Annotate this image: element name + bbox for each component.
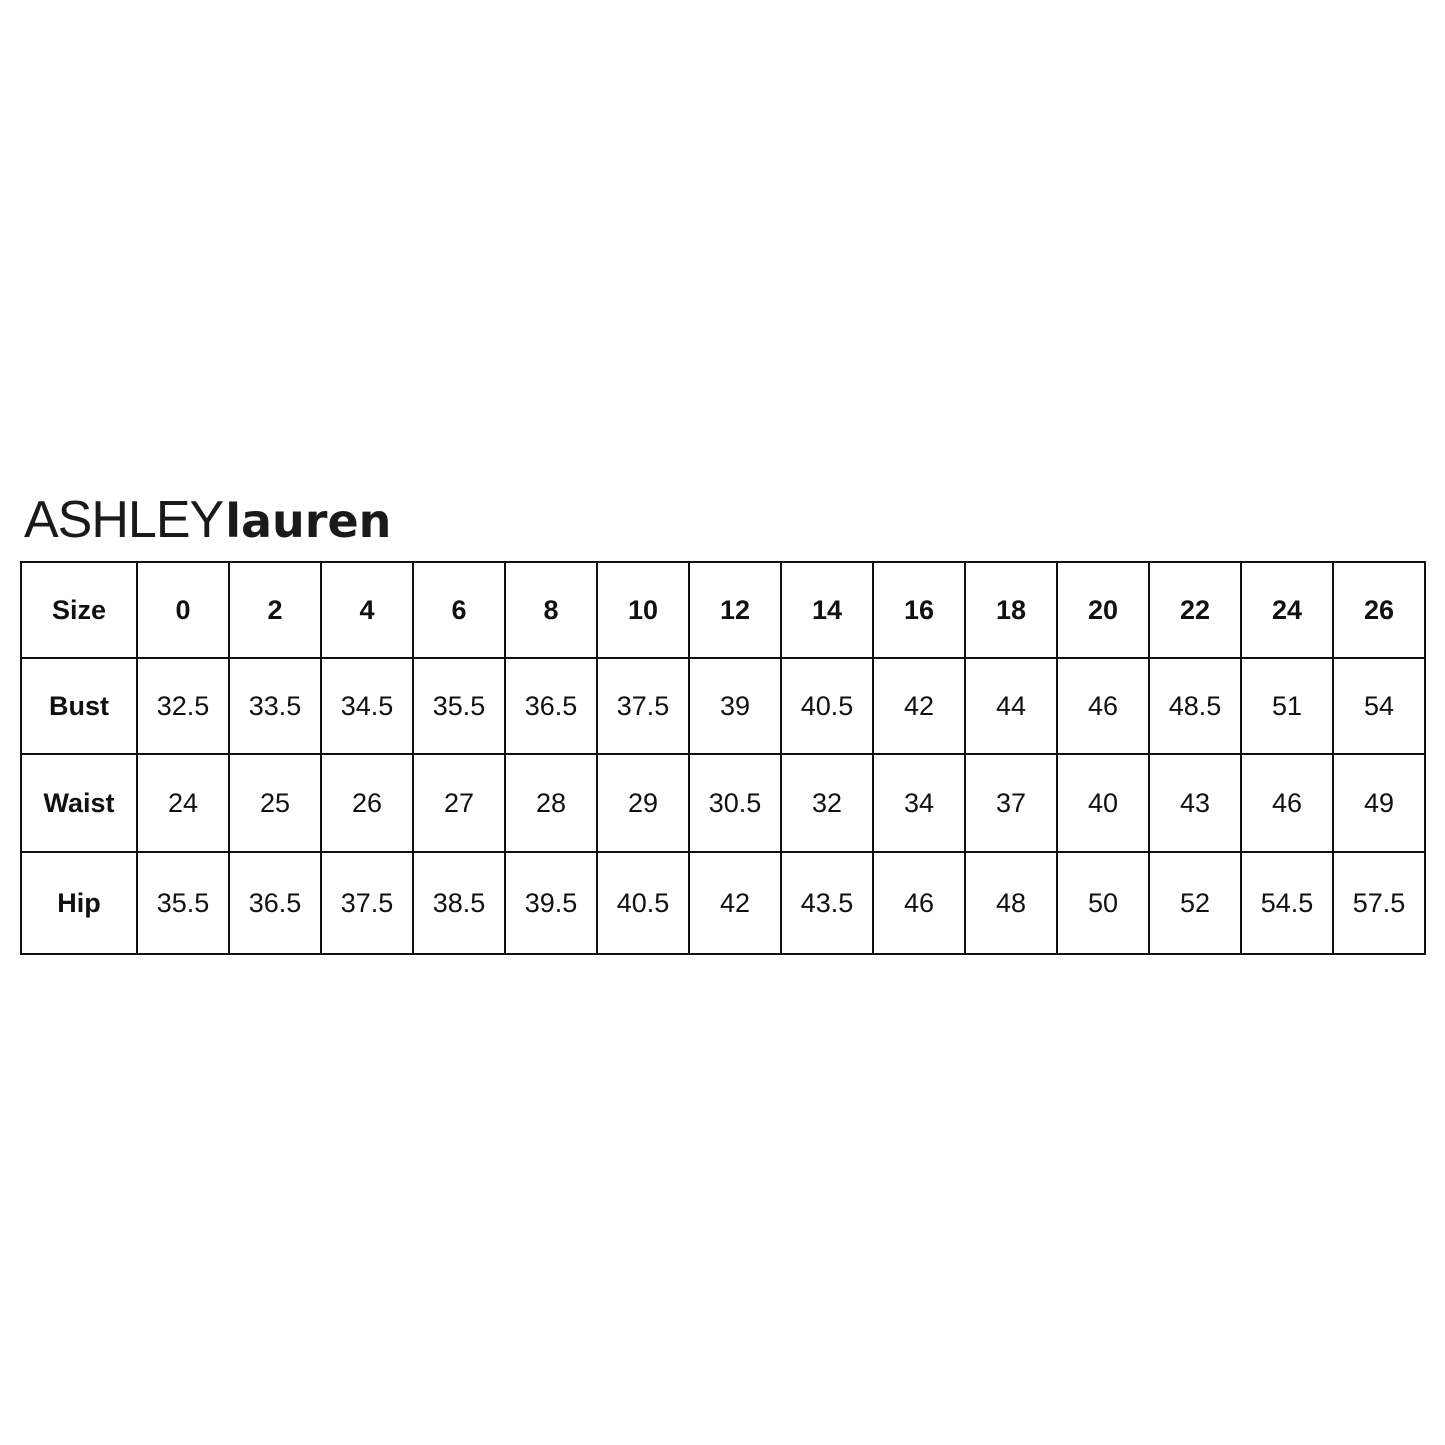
measurement-cell: 52 [1148, 851, 1242, 955]
size-header-cell: 8 [504, 561, 598, 659]
size-header-cell: 6 [412, 561, 506, 659]
measurement-cell: 25 [228, 753, 322, 853]
measurement-cell: 48 [964, 851, 1058, 955]
measurement-cell: 36.5 [228, 851, 322, 955]
size-header-cell: 26 [1332, 561, 1426, 659]
measurement-cell: 46 [872, 851, 966, 955]
brand-logo-lauren: lauren [225, 494, 392, 548]
row-label: Bust [20, 657, 138, 755]
measurement-cell: 24 [136, 753, 230, 853]
measurement-cell: 37.5 [596, 657, 690, 755]
measurement-cell: 32 [780, 753, 874, 853]
measurement-cell: 48.5 [1148, 657, 1242, 755]
measurement-cell: 46 [1240, 753, 1334, 853]
measurement-cell: 34.5 [320, 657, 414, 755]
measurement-cell: 34 [872, 753, 966, 853]
size-header-cell: 24 [1240, 561, 1334, 659]
size-header-cell: 16 [872, 561, 966, 659]
measurement-cell: 42 [872, 657, 966, 755]
measurement-cell: 38.5 [412, 851, 506, 955]
row-label: Hip [20, 851, 138, 955]
measurement-cell: 27 [412, 753, 506, 853]
measurement-cell: 33.5 [228, 657, 322, 755]
size-header-cell: 22 [1148, 561, 1242, 659]
table-row: Waist 24 25 26 27 28 29 30.5 32 34 37 40 43 46 49 [20, 753, 1426, 853]
measurement-cell: 54 [1332, 657, 1426, 755]
measurement-cell: 43 [1148, 753, 1242, 853]
measurement-cell: 28 [504, 753, 598, 853]
table-row: Bust 32.5 33.5 34.5 35.5 36.5 37.5 39 40.5 42 44 46… [20, 657, 1426, 755]
size-header-cell: 0 [136, 561, 230, 659]
measurement-cell: 40.5 [780, 657, 874, 755]
brand-logo: ASHLEYlauren [24, 490, 391, 550]
size-header-cell: 20 [1056, 561, 1150, 659]
measurement-cell: 30.5 [688, 753, 782, 853]
size-header-label: Size [20, 561, 138, 659]
measurement-cell: 51 [1240, 657, 1334, 755]
size-header-cell: 2 [228, 561, 322, 659]
size-header-cell: 4 [320, 561, 414, 659]
size-header-cell: 10 [596, 561, 690, 659]
measurement-cell: 32.5 [136, 657, 230, 755]
measurement-cell: 40.5 [596, 851, 690, 955]
measurement-cell: 54.5 [1240, 851, 1334, 955]
measurement-cell: 29 [596, 753, 690, 853]
header-row: Size 0 2 4 6 8 10 12 14 16 18 20 22 24 26 [20, 561, 1426, 659]
measurement-cell: 26 [320, 753, 414, 853]
size-chart-table: Size 0 2 4 6 8 10 12 14 16 18 20 22 24 26 Bust 32.5 33.5 3… [20, 561, 1426, 955]
measurement-cell: 35.5 [136, 851, 230, 955]
measurement-cell: 35.5 [412, 657, 506, 755]
measurement-cell: 36.5 [504, 657, 598, 755]
measurement-cell: 39 [688, 657, 782, 755]
measurement-cell: 42 [688, 851, 782, 955]
measurement-cell: 44 [964, 657, 1058, 755]
measurement-cell: 46 [1056, 657, 1150, 755]
measurement-cell: 37.5 [320, 851, 414, 955]
size-header-cell: 14 [780, 561, 874, 659]
row-label: Waist [20, 753, 138, 853]
measurement-cell: 57.5 [1332, 851, 1426, 955]
size-header-cell: 12 [688, 561, 782, 659]
measurement-cell: 37 [964, 753, 1058, 853]
brand-logo-ashley: ASHLEY [24, 491, 224, 549]
measurement-cell: 50 [1056, 851, 1150, 955]
size-header-cell: 18 [964, 561, 1058, 659]
measurement-cell: 49 [1332, 753, 1426, 853]
table-row: Hip 35.5 36.5 37.5 38.5 39.5 40.5 42 43.5 46 48 50 5… [20, 851, 1426, 955]
measurement-cell: 40 [1056, 753, 1150, 853]
measurement-cell: 43.5 [780, 851, 874, 955]
measurement-cell: 39.5 [504, 851, 598, 955]
